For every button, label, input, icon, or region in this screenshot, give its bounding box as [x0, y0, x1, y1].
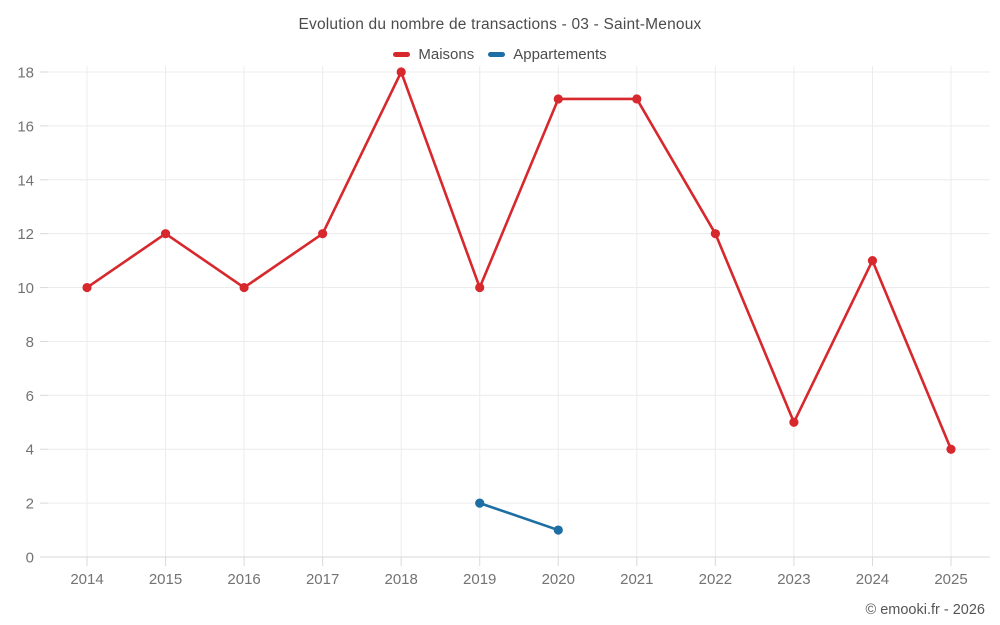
x-tick-label: 2025 [934, 571, 967, 588]
x-tick-label: 2018 [384, 571, 417, 588]
maisons-data-point [475, 282, 485, 293]
y-tick-label: 12 [17, 226, 34, 243]
y-tick-label: 14 [17, 172, 34, 189]
maisons-data-point [239, 282, 249, 293]
y-tick-label: 8 [26, 334, 34, 351]
maisons-data-point [553, 94, 563, 104]
y-tick-label: 16 [17, 118, 34, 135]
y-tick-label: 18 [17, 65, 34, 82]
y-tick-label: 10 [17, 280, 34, 297]
x-tick-label: 2019 [463, 571, 496, 588]
x-tick-label: 2022 [699, 571, 732, 588]
chart-legend: Maisons Appartements [0, 46, 1000, 63]
legend-item-maisons[interactable]: Maisons [393, 46, 474, 63]
maisons-data-point [82, 282, 92, 293]
maisons-data-point [160, 229, 171, 239]
maisons-data-point [710, 229, 720, 239]
appartements-line [478, 501, 560, 532]
maisons-line [85, 70, 953, 451]
maisons-data-point [632, 94, 642, 104]
maisons-data-point [946, 444, 956, 454]
x-tick-label: 2023 [777, 571, 810, 588]
chart-footer-credit: © emooki.fr - 2026 [865, 602, 985, 618]
maisons-data-point [867, 256, 878, 266]
maisons-data-point [789, 417, 799, 427]
y-tick-label: 0 [26, 550, 34, 567]
appartements-swatch-icon [488, 52, 506, 57]
x-tick-label: 2014 [70, 571, 103, 588]
x-tick-label: 2020 [542, 571, 575, 588]
chart-title: Evolution du nombre de transactions - 03… [298, 16, 702, 33]
legend-label-appartements: Appartements [513, 46, 607, 63]
y-tick-label: 6 [26, 388, 34, 405]
y-tick-label: 4 [26, 442, 34, 459]
maisons-swatch-icon [393, 52, 411, 57]
x-tick-label: 2024 [856, 571, 889, 588]
legend-item-appartements[interactable]: Appartements [488, 46, 607, 63]
maisons-data-point [396, 67, 406, 77]
x-tick-label: 2016 [227, 571, 260, 588]
y-tick-label: 2 [26, 496, 34, 513]
x-tick-label: 2017 [306, 571, 339, 588]
legend-label-maisons: Maisons [418, 46, 475, 63]
appartements-data-point [553, 525, 563, 535]
x-tick-label: 2015 [149, 571, 182, 588]
appartements-data-point [475, 498, 485, 508]
x-tick-label: 2021 [620, 571, 653, 588]
maisons-data-point [318, 229, 328, 239]
